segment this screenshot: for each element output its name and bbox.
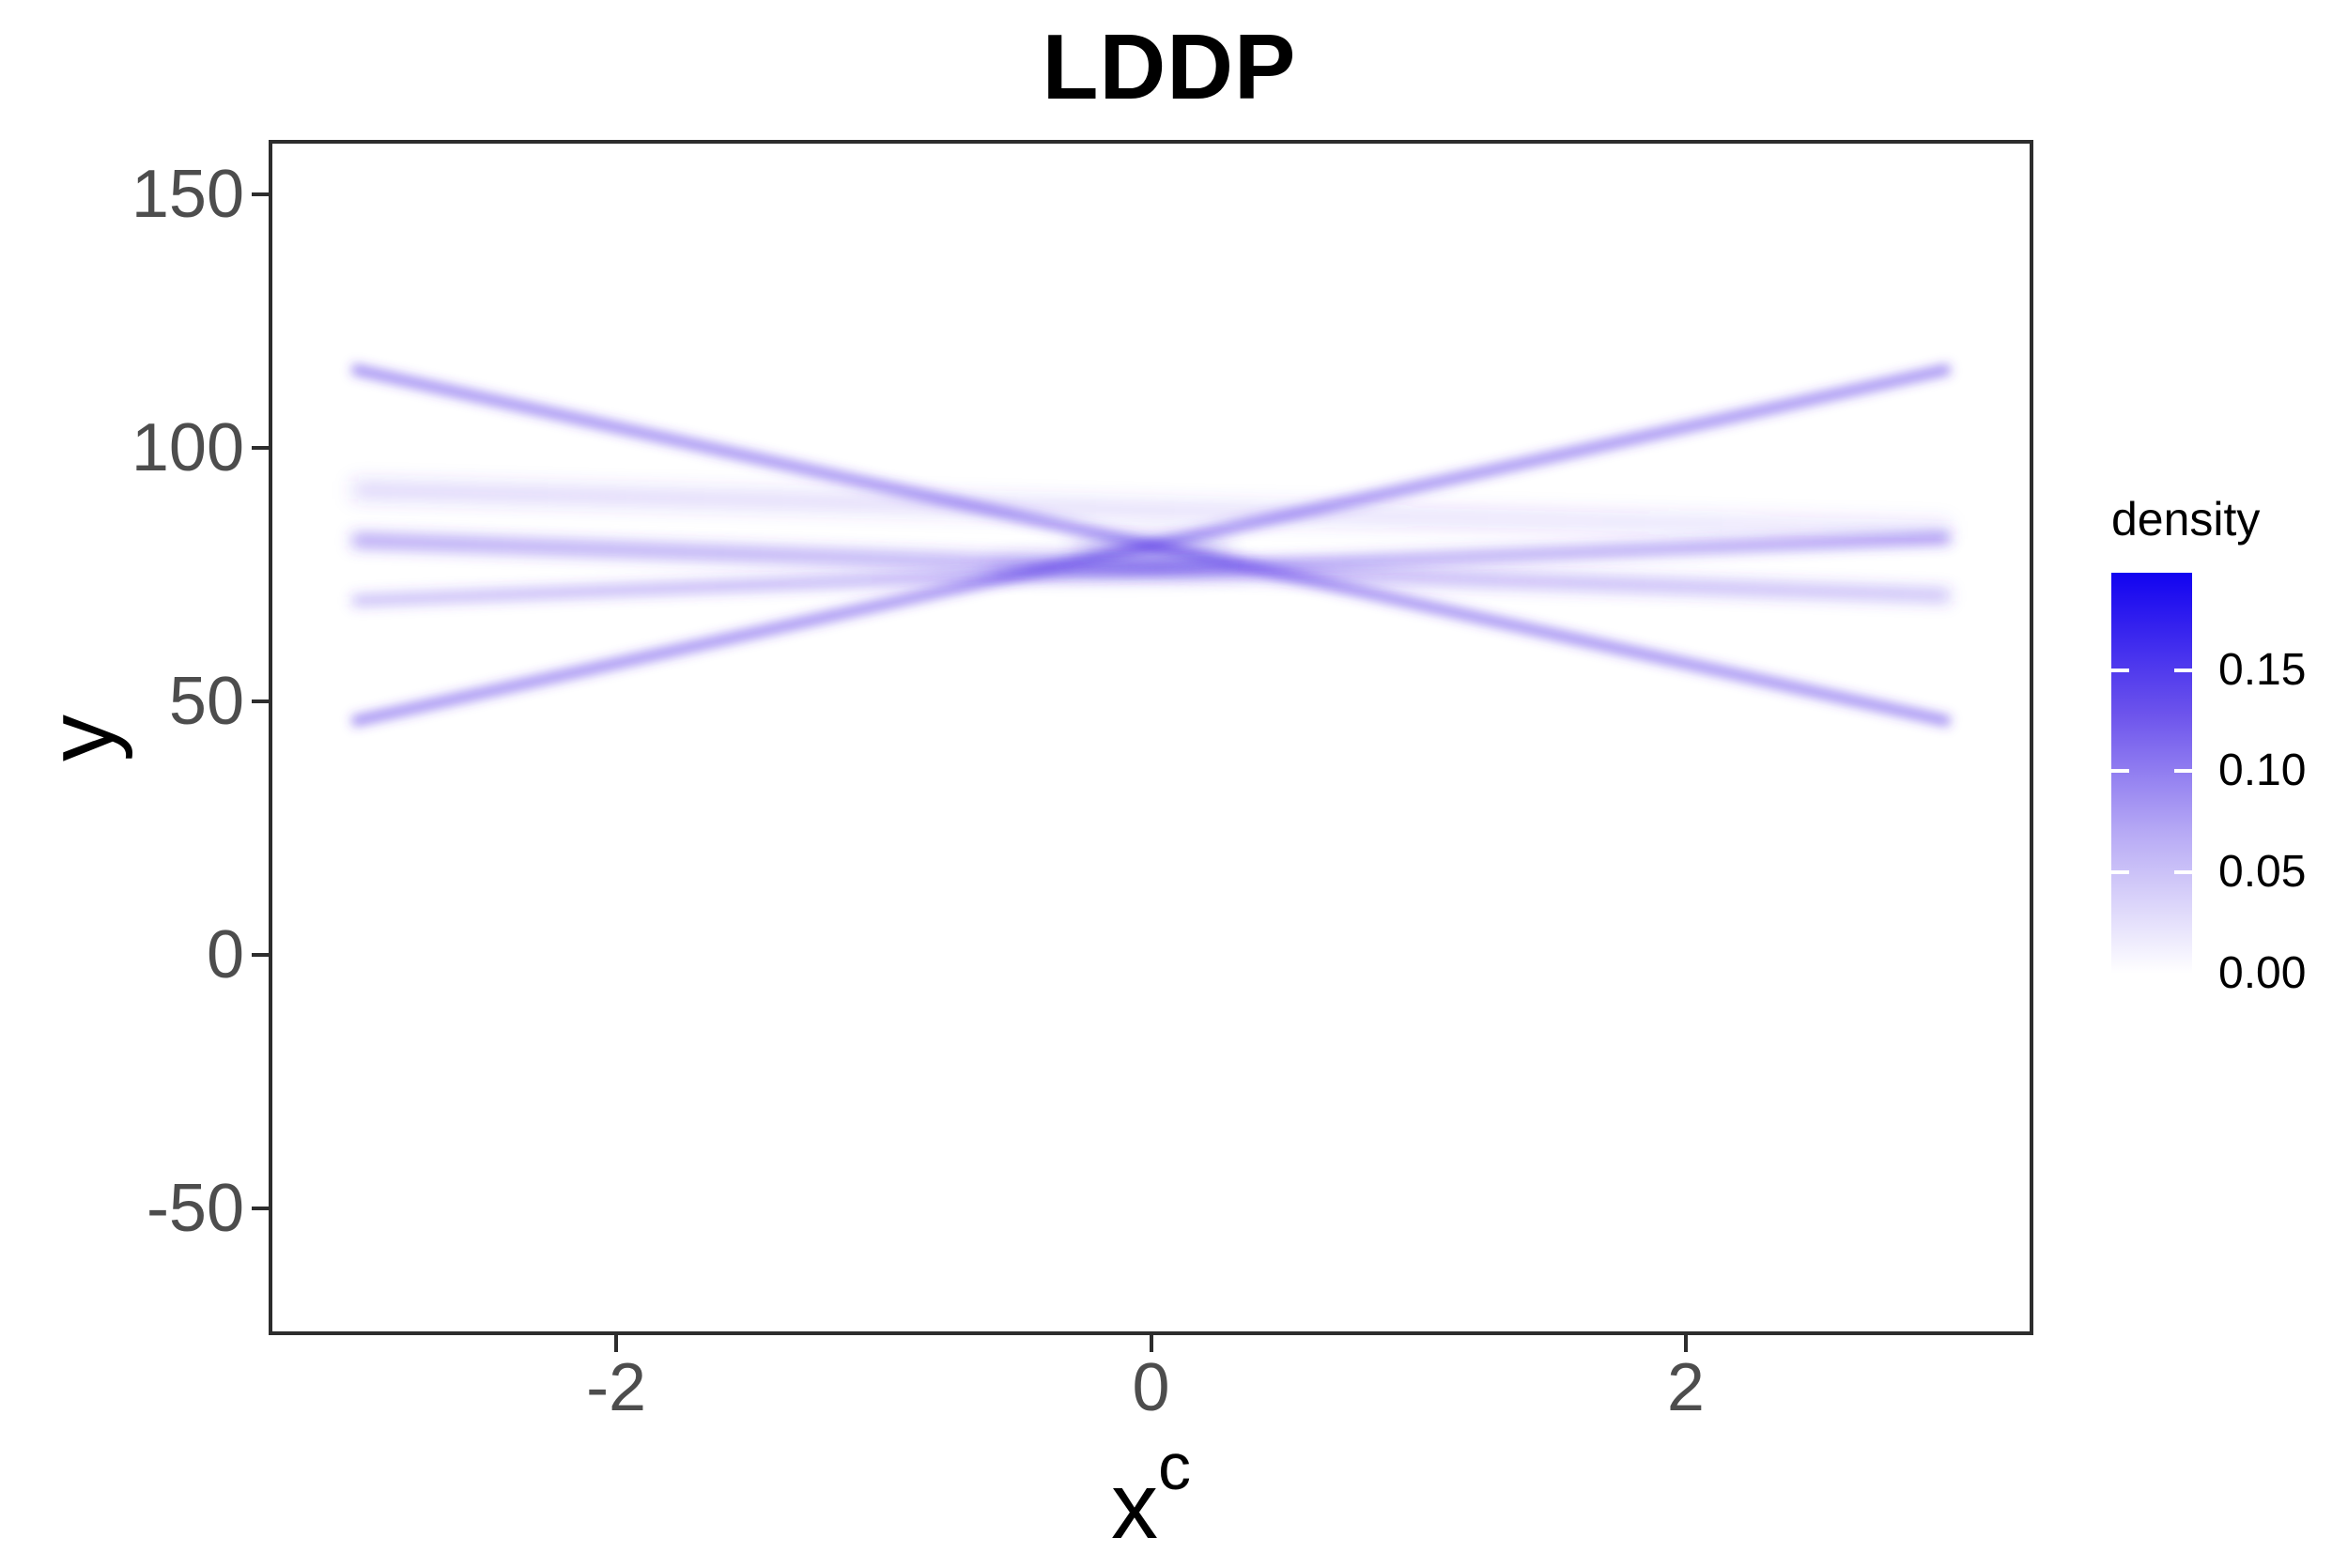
- x-axis-title: xc: [269, 1429, 2033, 1560]
- legend-tick-mark: [2174, 668, 2192, 672]
- y-tick-mark: [252, 1206, 269, 1210]
- y-tick-label: 0: [206, 916, 244, 992]
- plot-panel: [269, 140, 2033, 1335]
- y-tick-mark: [252, 952, 269, 957]
- legend-tick-mark: [2174, 769, 2192, 774]
- y-tick-label: 50: [168, 663, 244, 739]
- legend-tick-mark: [2111, 668, 2129, 672]
- y-tick-label: 100: [131, 409, 244, 485]
- x-axis-title-base: x: [1111, 1453, 1158, 1559]
- legend-tick-mark: [2174, 870, 2192, 875]
- y-tick-label: -50: [146, 1170, 244, 1246]
- density-hotspot-0: [1071, 539, 1231, 563]
- density-plot-canvas: [350, 363, 1952, 727]
- legend-tick-label: 0.05: [2218, 847, 2307, 898]
- legend-tick-label: 0.10: [2218, 746, 2307, 796]
- legend-tick-mark: [2111, 870, 2129, 875]
- x-axis-title-superscript: c: [1158, 1430, 1191, 1503]
- legend-colorbar: [2111, 573, 2192, 974]
- legend-title: density: [2111, 493, 2261, 546]
- x-tick-label: 2: [1666, 1350, 1705, 1425]
- legend-tick-label: 0.15: [2218, 644, 2307, 695]
- plot-title: LDDP: [1042, 15, 1297, 118]
- y-axis-title: y: [27, 715, 133, 761]
- faint-upper-density-line: [351, 480, 1951, 540]
- legend-tick-mark: [2111, 769, 2129, 774]
- density-hotspot-1: [985, 558, 1253, 576]
- x-tick-mark: [614, 1335, 619, 1352]
- x-tick-label: -2: [586, 1350, 647, 1425]
- x-tick-mark: [1149, 1335, 1153, 1352]
- legend-tick-label: 0.00: [2218, 948, 2307, 998]
- x-tick-label: 0: [1132, 1350, 1170, 1425]
- y-tick-label: 150: [131, 156, 244, 232]
- x-tick-mark: [1683, 1335, 1688, 1352]
- y-tick-mark: [252, 699, 269, 703]
- y-tick-mark: [252, 445, 269, 450]
- y-tick-mark: [252, 192, 269, 196]
